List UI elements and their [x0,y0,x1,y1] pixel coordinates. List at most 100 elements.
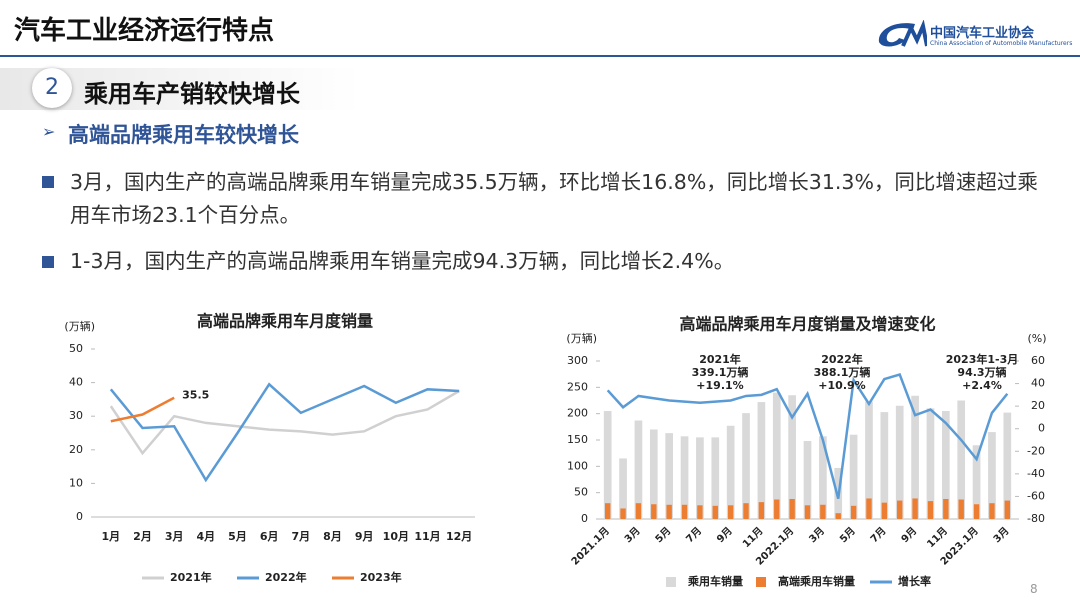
logo-name: 中国汽车工业协会 [930,26,1035,41]
x-tick-label: 7月 [684,525,704,545]
y2-tick-label: -20 [1027,444,1045,457]
bar [865,401,873,519]
y-tick-label: 10 [69,476,83,489]
bar [649,429,658,519]
bar [620,508,626,519]
bar [1004,500,1011,519]
bar [635,503,642,519]
bar [697,505,703,519]
x-tick-label: 3月 [991,525,1011,545]
y-tick-label: 200 [567,407,588,420]
bar [988,432,996,519]
bar [804,505,811,519]
bar [835,513,841,519]
x-tick-label: 8月 [323,530,342,543]
bullet-square [42,176,54,188]
x-tick-label: 5月 [837,525,857,545]
bar [681,504,688,519]
bar [758,502,765,519]
bar [711,437,720,519]
x-tick-label: 6月 [260,530,279,543]
bar [1003,412,1012,519]
y-tick-label: 20 [69,443,83,456]
bar [666,504,672,519]
bar [789,498,795,519]
bar [743,503,749,519]
x-tick-label: 3月 [622,525,642,545]
bar [651,504,657,519]
line [109,382,460,483]
legend-label: 2023年 [360,570,402,584]
bar [850,505,857,519]
bar [604,503,611,519]
bar [880,412,889,519]
x-tick-label: 9月 [714,525,734,545]
bullet-square [42,256,54,268]
bar [774,499,780,519]
legend-label: 乘用车销量 [687,574,743,588]
line [110,396,175,423]
y-tick-label: 50 [574,486,588,499]
y2-tick-label: 60 [1031,354,1045,367]
bullet-text: 3月，国内生产的高端品牌乘用车销量完成35.5万辆，环比增长16.8%，同比增长… [70,170,1038,227]
y-tick-label: 250 [567,380,588,393]
y-tick-label: 0 [76,510,83,523]
chart-title: 高端品牌乘用车月度销量及增速变化 [679,315,935,334]
legend-label: 2021年 [170,570,212,584]
x-tick-label: 3月 [165,530,184,543]
bar [958,499,964,519]
x-tick-label: 10月 [383,530,409,543]
chart-title: 高端品牌乘用车月度销量 [197,312,373,331]
bar [989,503,995,519]
bar [742,413,750,519]
bar [911,395,919,519]
sub-arrow: ➢ [42,122,56,141]
legend-swatch [756,577,766,587]
y-tick-label: 100 [567,459,588,472]
annotation: +19.1% [696,379,743,392]
header-rule [0,55,1080,57]
subheading: 高端品牌乘用车较快增长 [68,123,299,147]
bar [973,504,980,519]
bar [712,505,718,519]
y2-tick-label: 0 [1038,422,1045,435]
bar [849,434,858,519]
annotation: 94.3万辆 [957,365,1006,379]
bar [943,498,949,519]
y-tick-label: 300 [567,354,588,367]
x-tick-label: 4月 [197,530,216,543]
y2-tick-label: 40 [1031,377,1045,390]
bar [772,392,781,519]
x-tick-label: 9月 [899,525,919,545]
annotation: 2021年 [699,352,741,366]
line [606,373,1009,500]
bar [665,433,674,519]
x-tick-label: 2月 [133,530,152,543]
x-tick-label: 5月 [228,530,247,543]
x-tick-label: 5月 [653,525,673,545]
section-title: 乘用车产销较快增长 [84,80,300,108]
chart-monthly: 高端品牌乘用车月度销量 (万辆) 0 10 20 30 40 50 1月 2月 3月 4月 5月 6月 7月… [64,312,475,584]
logo-mark [878,20,927,47]
bar [619,458,627,519]
bar [726,425,735,519]
bar [941,411,950,519]
annotation: +2.4% [962,379,1002,392]
y-axis-label: (万辆) [64,319,95,333]
y2-axis-label: (%) [1027,332,1046,345]
section-number: 2 [32,68,72,108]
x-tick-label: 7月 [868,525,888,545]
x-tick-label: 11月 [740,525,765,550]
legend-label: 增长率 [898,574,931,588]
bar [820,504,826,519]
legend-label: 高端乘用车销量 [778,574,855,588]
bar [927,501,934,519]
legend-swatch [666,577,676,587]
y2-tick-label: 20 [1031,399,1045,412]
annotation: +10.9% [818,379,865,392]
x-tick-label: 9月 [355,530,374,543]
bar [634,420,643,519]
y-tick-label: 50 [69,342,83,355]
bar [926,408,935,519]
logo-english: China Association of Automobile Manufact… [930,40,1073,47]
